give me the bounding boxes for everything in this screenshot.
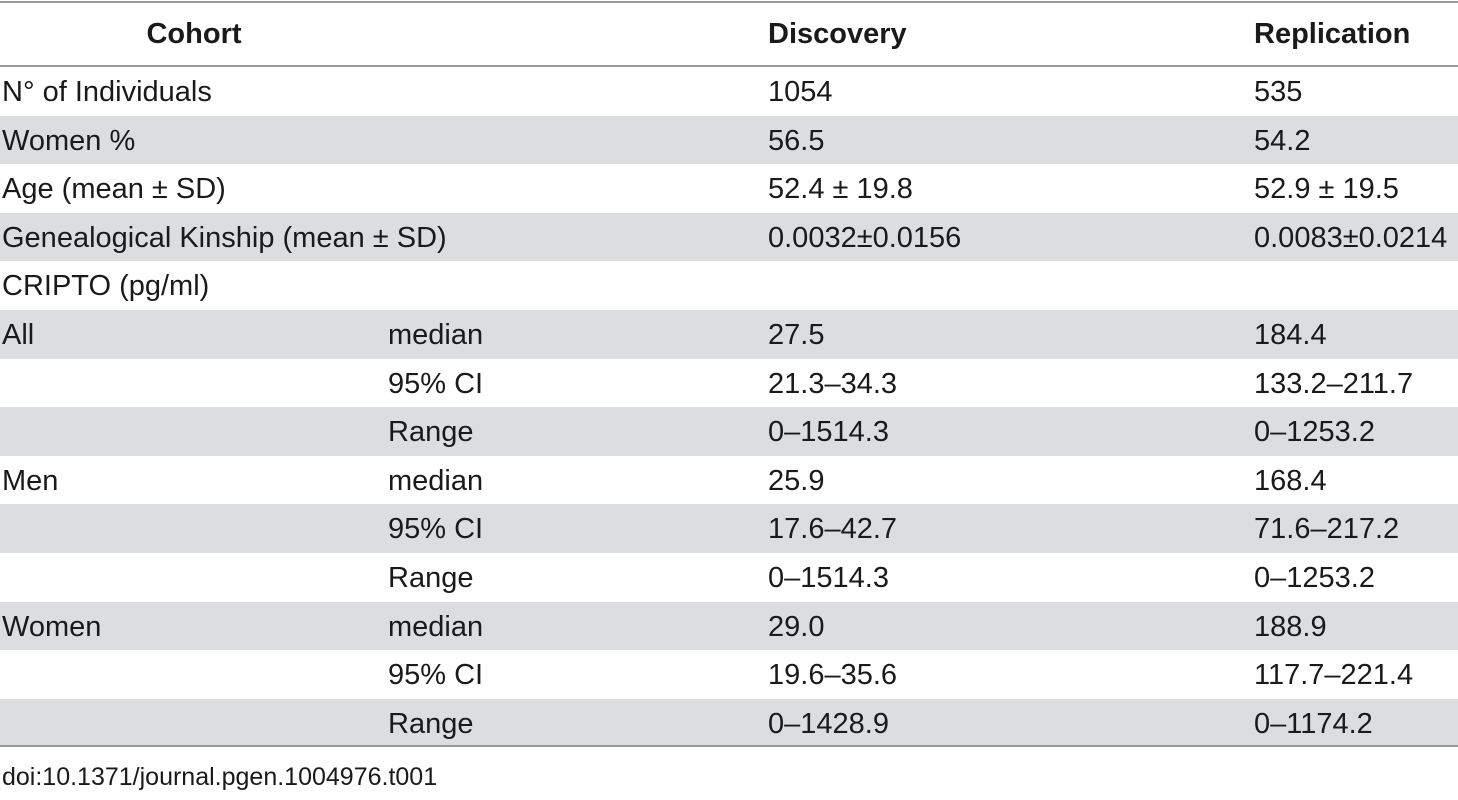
row-statistic: Range bbox=[388, 707, 474, 740]
row-label: Women bbox=[2, 610, 102, 643]
row-discovery-value: 29.0 bbox=[768, 610, 825, 643]
row-statistic: median bbox=[388, 464, 484, 497]
table-row: 95% CI 19.6–35.6 117.7–221.4 bbox=[0, 650, 1458, 699]
bottom-rule bbox=[0, 745, 1458, 747]
row-label: Genealogical Kinship (mean ± SD) bbox=[2, 221, 447, 254]
row-replication-value: 52.9 ± 19.5 bbox=[1254, 173, 1399, 206]
row-replication-value: 54.2 bbox=[1254, 124, 1311, 157]
row-discovery-value: 21.3–34.3 bbox=[768, 367, 898, 400]
row-label: N° of Individuals bbox=[2, 76, 212, 108]
row-label: Women % bbox=[2, 124, 136, 157]
row-statistic: 95% CI bbox=[388, 659, 484, 692]
row-discovery-value: 19.6–35.6 bbox=[768, 659, 898, 692]
row-label: CRIPTO (pg/ml) bbox=[2, 270, 210, 303]
row-discovery-value: 0–1514.3 bbox=[768, 561, 889, 594]
header-discovery: Discovery bbox=[768, 18, 907, 50]
table-row: Age (mean ± SD) 52.4 ± 19.8 52.9 ± 19.5 bbox=[0, 164, 1458, 213]
top-rule bbox=[0, 1, 1458, 3]
header-replication: Replication bbox=[1254, 18, 1411, 50]
table-body: N° of Individuals 1054 535 Women % 56.5 54.2 A… bbox=[0, 67, 1458, 748]
row-statistic: median bbox=[388, 610, 484, 643]
row-replication-value: 117.7–221.4 bbox=[1254, 659, 1414, 692]
table-row: Women median 29.0 188.9 bbox=[0, 601, 1458, 651]
row-discovery-value: 1054 bbox=[768, 76, 833, 108]
row-label: Men bbox=[2, 464, 59, 497]
table-header-row: Cohort Discovery Replication bbox=[0, 3, 1458, 65]
row-label: All bbox=[2, 318, 35, 351]
row-replication-value: 0–1174.2 bbox=[1254, 707, 1373, 740]
table-row: Genealogical Kinship (mean ± SD) 0.0032±0… bbox=[0, 212, 1458, 262]
row-discovery-value: 0.0032±0.0156 bbox=[768, 221, 962, 254]
row-replication-value: 0–1253.2 bbox=[1254, 561, 1375, 594]
row-replication-value: 0–1253.2 bbox=[1254, 416, 1375, 449]
table-row: All median 27.5 184.4 bbox=[0, 309, 1458, 359]
table-row: 95% CI 17.6–42.7 71.6–217.2 bbox=[0, 504, 1458, 553]
table-row: 95% CI 21.3–34.3 133.2–211.7 bbox=[0, 359, 1458, 408]
row-label: Age (mean ± SD) bbox=[2, 173, 226, 206]
row-replication-value: 535 bbox=[1254, 76, 1303, 108]
row-replication-value: 133.2–211.7 bbox=[1254, 367, 1414, 400]
table-row: Range 0–1514.3 0–1253.2 bbox=[0, 407, 1458, 456]
table-row: Range 0–1514.3 0–1253.2 bbox=[0, 553, 1458, 602]
row-replication-value: 184.4 bbox=[1254, 318, 1327, 351]
row-replication-value: 168.4 bbox=[1254, 464, 1327, 497]
header-cohort: Cohort bbox=[146, 18, 242, 50]
row-discovery-value: 25.9 bbox=[768, 464, 825, 497]
row-statistic: median bbox=[388, 318, 484, 351]
row-discovery-value: 52.4 ± 19.8 bbox=[768, 173, 913, 206]
row-discovery-value: 27.5 bbox=[768, 318, 825, 351]
row-discovery-value: 0–1428.9 bbox=[768, 707, 889, 740]
row-replication-value: 188.9 bbox=[1254, 610, 1327, 643]
table-row: Range 0–1428.9 0–1174.2 bbox=[0, 698, 1458, 748]
header-rule bbox=[0, 65, 1458, 67]
row-replication-value: 0.0083±0.0214 bbox=[1254, 221, 1448, 254]
row-replication-value: 71.6–217.2 bbox=[1254, 513, 1400, 546]
row-discovery-value: 0–1514.3 bbox=[768, 416, 889, 449]
row-statistic: Range bbox=[388, 416, 474, 449]
row-discovery-value: 56.5 bbox=[768, 124, 825, 157]
row-statistic: 95% CI bbox=[388, 513, 484, 546]
table-row: N° of Individuals 1054 535 bbox=[0, 67, 1458, 116]
table-row: Men median 25.9 168.4 bbox=[0, 456, 1458, 505]
row-discovery-value: 17.6–42.7 bbox=[768, 513, 898, 546]
doi-caption: doi:10.1371/journal.pgen.1004976.t001 bbox=[2, 763, 438, 791]
row-statistic: 95% CI bbox=[388, 367, 484, 400]
row-statistic: Range bbox=[388, 561, 474, 594]
table-row: Women % 56.5 54.2 bbox=[0, 115, 1458, 165]
table-row: CRIPTO (pg/ml) bbox=[0, 261, 1458, 310]
